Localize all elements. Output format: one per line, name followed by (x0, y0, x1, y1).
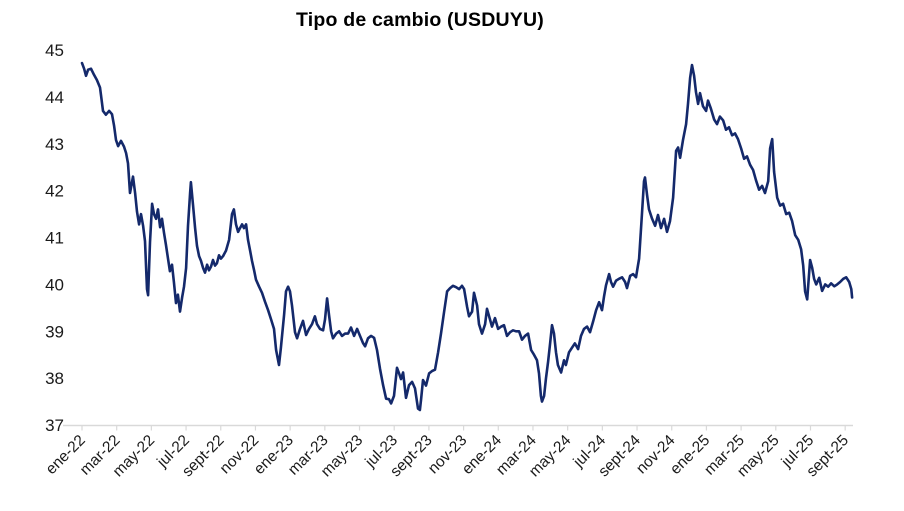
y-axis-tick-label: 40 (45, 275, 64, 294)
y-axis-tick-label: 38 (45, 369, 64, 388)
chart-title: Tipo de cambio (USDUYU) (295, 9, 544, 31)
y-axis-tick-label: 43 (45, 135, 64, 154)
y-axis-tick-label: 44 (45, 88, 64, 107)
y-axis-tick-label: 45 (45, 41, 64, 60)
y-axis-tick-label: 39 (45, 322, 64, 341)
y-axis-tick-label: 37 (45, 416, 64, 435)
usduyu-series-line (80, 61, 854, 412)
y-axis-tick-label: 42 (45, 182, 64, 201)
y-axis-tick-label: 41 (45, 229, 64, 248)
